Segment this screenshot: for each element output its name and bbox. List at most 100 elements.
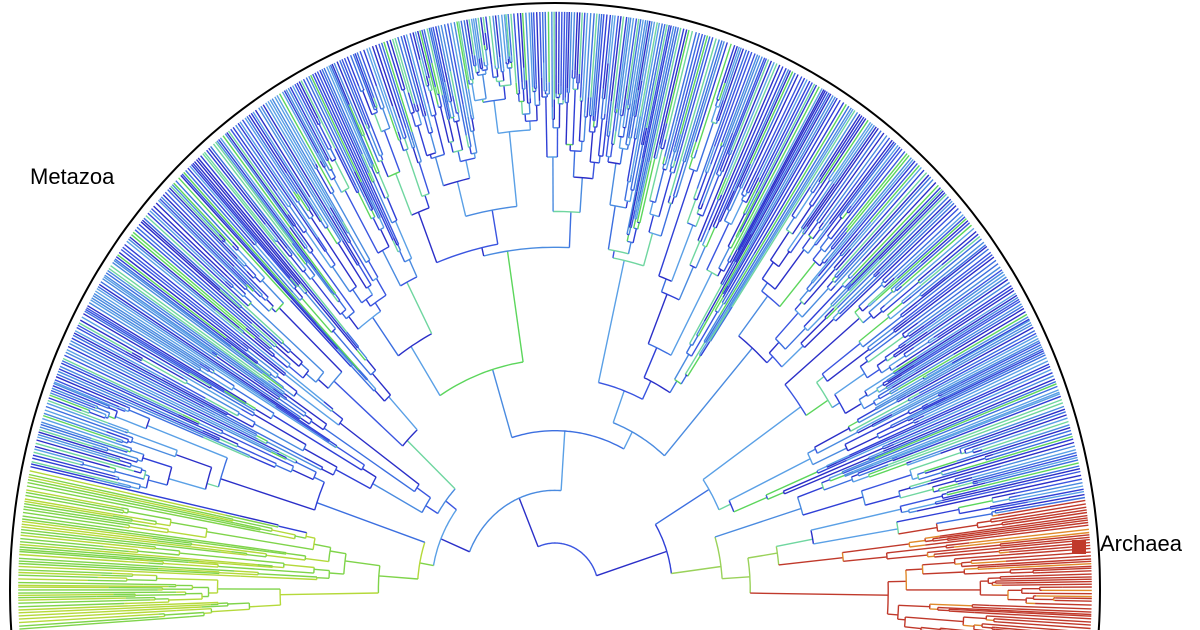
- branch: [876, 383, 884, 390]
- branch: [958, 500, 993, 509]
- branch: [696, 320, 706, 336]
- branch: [890, 409, 923, 427]
- branch: [220, 551, 247, 556]
- branch: [603, 113, 606, 120]
- branch: [890, 251, 992, 330]
- branch: [232, 286, 244, 298]
- branch: [313, 543, 331, 549]
- branch: [800, 317, 827, 344]
- branch: [118, 478, 141, 486]
- branch: [525, 12, 531, 99]
- branch: [851, 473, 859, 478]
- branch: [47, 399, 109, 424]
- branch: [658, 275, 672, 282]
- branch: [373, 97, 378, 107]
- branch: [290, 466, 295, 473]
- branch: [22, 511, 124, 528]
- branch: [658, 172, 673, 217]
- branch: [625, 116, 631, 145]
- branch: [242, 341, 285, 376]
- branch: [684, 341, 706, 375]
- branch: [830, 227, 848, 249]
- branch: [227, 412, 254, 428]
- branch: [369, 97, 376, 111]
- branch: [395, 173, 413, 216]
- branch: [318, 215, 323, 222]
- branch: [278, 451, 298, 462]
- branch: [437, 488, 456, 514]
- branch: [289, 86, 321, 144]
- branch: [412, 32, 421, 60]
- branch: [210, 435, 219, 441]
- branch: [50, 392, 103, 415]
- branch: [927, 544, 1001, 554]
- branch: [278, 307, 343, 373]
- branch: [723, 210, 730, 222]
- branch: [914, 420, 920, 424]
- branch: [423, 29, 433, 64]
- branch: [61, 362, 215, 434]
- branch: [905, 324, 1033, 396]
- branch: [155, 522, 171, 527]
- branch: [403, 148, 409, 152]
- branch: [920, 340, 1040, 403]
- branch: [719, 104, 847, 316]
- branch: [920, 235, 981, 286]
- branch: [321, 438, 337, 449]
- branch: [440, 24, 452, 72]
- branch: [875, 377, 924, 407]
- branch: [808, 123, 873, 218]
- branch: [896, 289, 1015, 368]
- branch: [360, 464, 366, 471]
- branch: [146, 424, 228, 459]
- branch: [700, 203, 704, 210]
- branch: [361, 153, 375, 182]
- branch: [18, 569, 113, 574]
- branch: [584, 13, 592, 113]
- branch: [419, 103, 425, 117]
- branch: [245, 264, 257, 277]
- branch: [449, 101, 455, 118]
- branch: [168, 598, 203, 601]
- branch: [820, 482, 825, 491]
- branch: [19, 546, 199, 563]
- branch: [447, 105, 452, 119]
- branch: [719, 171, 723, 177]
- branch: [256, 362, 272, 375]
- branch: [971, 414, 1067, 448]
- branch: [921, 406, 924, 409]
- branch: [333, 293, 337, 296]
- branch: [673, 195, 677, 198]
- branch: [610, 144, 614, 157]
- branch: [606, 101, 612, 136]
- branch: [329, 148, 337, 160]
- branch: [321, 468, 334, 476]
- branch: [437, 25, 454, 97]
- branch: [96, 595, 136, 598]
- branch: [858, 316, 890, 343]
- branch: [827, 157, 912, 260]
- branch: [656, 28, 685, 146]
- branch: [765, 494, 769, 500]
- branch: [578, 12, 583, 75]
- branch: [650, 27, 682, 161]
- branch: [834, 270, 840, 277]
- branch: [718, 101, 722, 108]
- branch: [841, 211, 849, 220]
- branch: [113, 456, 121, 460]
- branch: [735, 233, 752, 263]
- branch: [37, 433, 115, 459]
- branch: [872, 400, 877, 406]
- branch: [345, 311, 355, 320]
- branch: [750, 592, 889, 596]
- branch: [574, 12, 579, 71]
- branch: [483, 246, 570, 257]
- branch: [921, 626, 941, 630]
- branch: [573, 176, 593, 180]
- branch: [807, 453, 814, 465]
- branch: [844, 411, 910, 446]
- branch: [373, 103, 376, 108]
- branch: [20, 541, 129, 553]
- branch: [886, 376, 892, 381]
- branch: [38, 429, 93, 447]
